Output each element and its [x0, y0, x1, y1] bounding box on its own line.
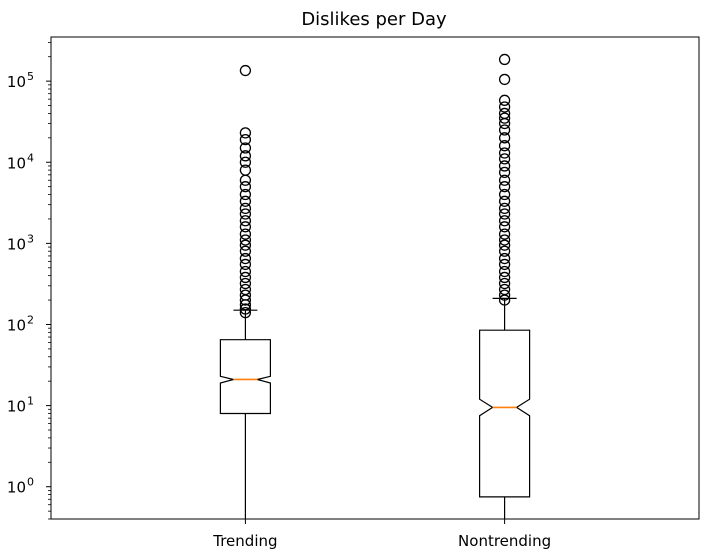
- y-tick-label: 10: [7, 73, 26, 91]
- outlier-point: [498, 181, 511, 193]
- outlier-point: [239, 221, 252, 233]
- outlier-point: [239, 64, 252, 77]
- notched-box: [479, 329, 531, 498]
- outlier-point: [239, 289, 252, 301]
- y-tick-base: 10: [7, 73, 26, 91]
- outlier-point: [239, 245, 252, 257]
- outlier-point: [239, 150, 252, 162]
- outlier-point: [239, 283, 252, 296]
- x-tick-label: Trending: [212, 532, 277, 550]
- y-tick-exponent: 1: [27, 395, 34, 408]
- y-tick-exponent: 5: [27, 70, 34, 83]
- outlier-point: [498, 132, 511, 144]
- outlier-point: [498, 271, 511, 284]
- y-tick-base: 10: [7, 479, 26, 497]
- outlier-point: [498, 289, 511, 301]
- outlier-point: [239, 215, 252, 227]
- plot-marks: [219, 53, 531, 519]
- outlier-point: [498, 94, 511, 106]
- outlier-point: [498, 147, 511, 159]
- outlier-point: [498, 234, 511, 246]
- y-tick-exponent: 2: [27, 313, 34, 326]
- outlier-point: [498, 73, 511, 86]
- outlier-point: [239, 195, 252, 207]
- outlier-point: [498, 53, 511, 66]
- outlier-point: [498, 101, 511, 113]
- outlier-point: [498, 107, 511, 120]
- outlier-point: [239, 133, 252, 146]
- outlier-point: [239, 252, 252, 265]
- y-tick-base: 10: [7, 398, 26, 416]
- outlier-point: [498, 228, 511, 240]
- outlier-point: [239, 306, 252, 319]
- chart-title: Dislikes per Day: [301, 9, 447, 30]
- outlier-point: [498, 160, 511, 172]
- outlier-point: [239, 202, 252, 215]
- outlier-point: [239, 127, 252, 139]
- y-tick-label: 10: [7, 235, 26, 253]
- y-tick-label: 10: [7, 398, 26, 416]
- outlier-point: [239, 156, 252, 168]
- outlier-point: [239, 277, 252, 290]
- y-tick-base: 10: [7, 235, 26, 253]
- y-tick-label: 10: [7, 154, 26, 172]
- x-tick-label: Nontrending: [458, 532, 551, 550]
- notched-box: [219, 339, 271, 415]
- box-group-trending: [219, 64, 271, 519]
- outlier-point: [239, 228, 252, 240]
- outlier-point: [498, 215, 511, 227]
- y-tick-exponent: 4: [27, 151, 34, 164]
- outlier-point: [239, 239, 252, 251]
- outlier-point: [498, 112, 511, 124]
- outlier-point: [239, 258, 252, 271]
- y-tick-exponent: 3: [27, 232, 34, 245]
- outlier-point: [239, 303, 252, 315]
- y-tick-label: 10: [7, 316, 26, 334]
- box-group-nontrending: [479, 53, 531, 519]
- outlier-point: [498, 153, 511, 165]
- outlier-point: [498, 140, 511, 152]
- outlier-point: [239, 234, 252, 246]
- outlier-point: [239, 208, 252, 220]
- outlier-point: [498, 239, 511, 251]
- outlier-point: [239, 164, 252, 176]
- y-tick-base: 10: [7, 316, 26, 334]
- y-tick-label: 10: [7, 479, 26, 497]
- outlier-point: [239, 142, 252, 154]
- outlier-point: [498, 166, 511, 179]
- outlier-point: [239, 271, 252, 284]
- outlier-point: [498, 283, 511, 296]
- outlier-point: [498, 258, 511, 271]
- outlier-point: [498, 265, 511, 278]
- outlier-point: [498, 188, 511, 201]
- outlier-point: [498, 202, 511, 215]
- outlier-point: [498, 277, 511, 290]
- outlier-point: [498, 245, 511, 257]
- outlier-point: [498, 221, 511, 233]
- plot-frame: [50, 36, 700, 520]
- outlier-point: [498, 174, 511, 186]
- outlier-point: [239, 188, 252, 201]
- outlier-point: [498, 208, 511, 220]
- outlier-point: [239, 174, 252, 186]
- outlier-point: [498, 124, 511, 136]
- outlier-point: [239, 265, 252, 278]
- outlier-point: [498, 252, 511, 265]
- outlier-point: [239, 181, 252, 193]
- y-tick-exponent: 0: [27, 476, 34, 489]
- y-tick-base: 10: [7, 154, 26, 172]
- outlier-point: [498, 195, 511, 207]
